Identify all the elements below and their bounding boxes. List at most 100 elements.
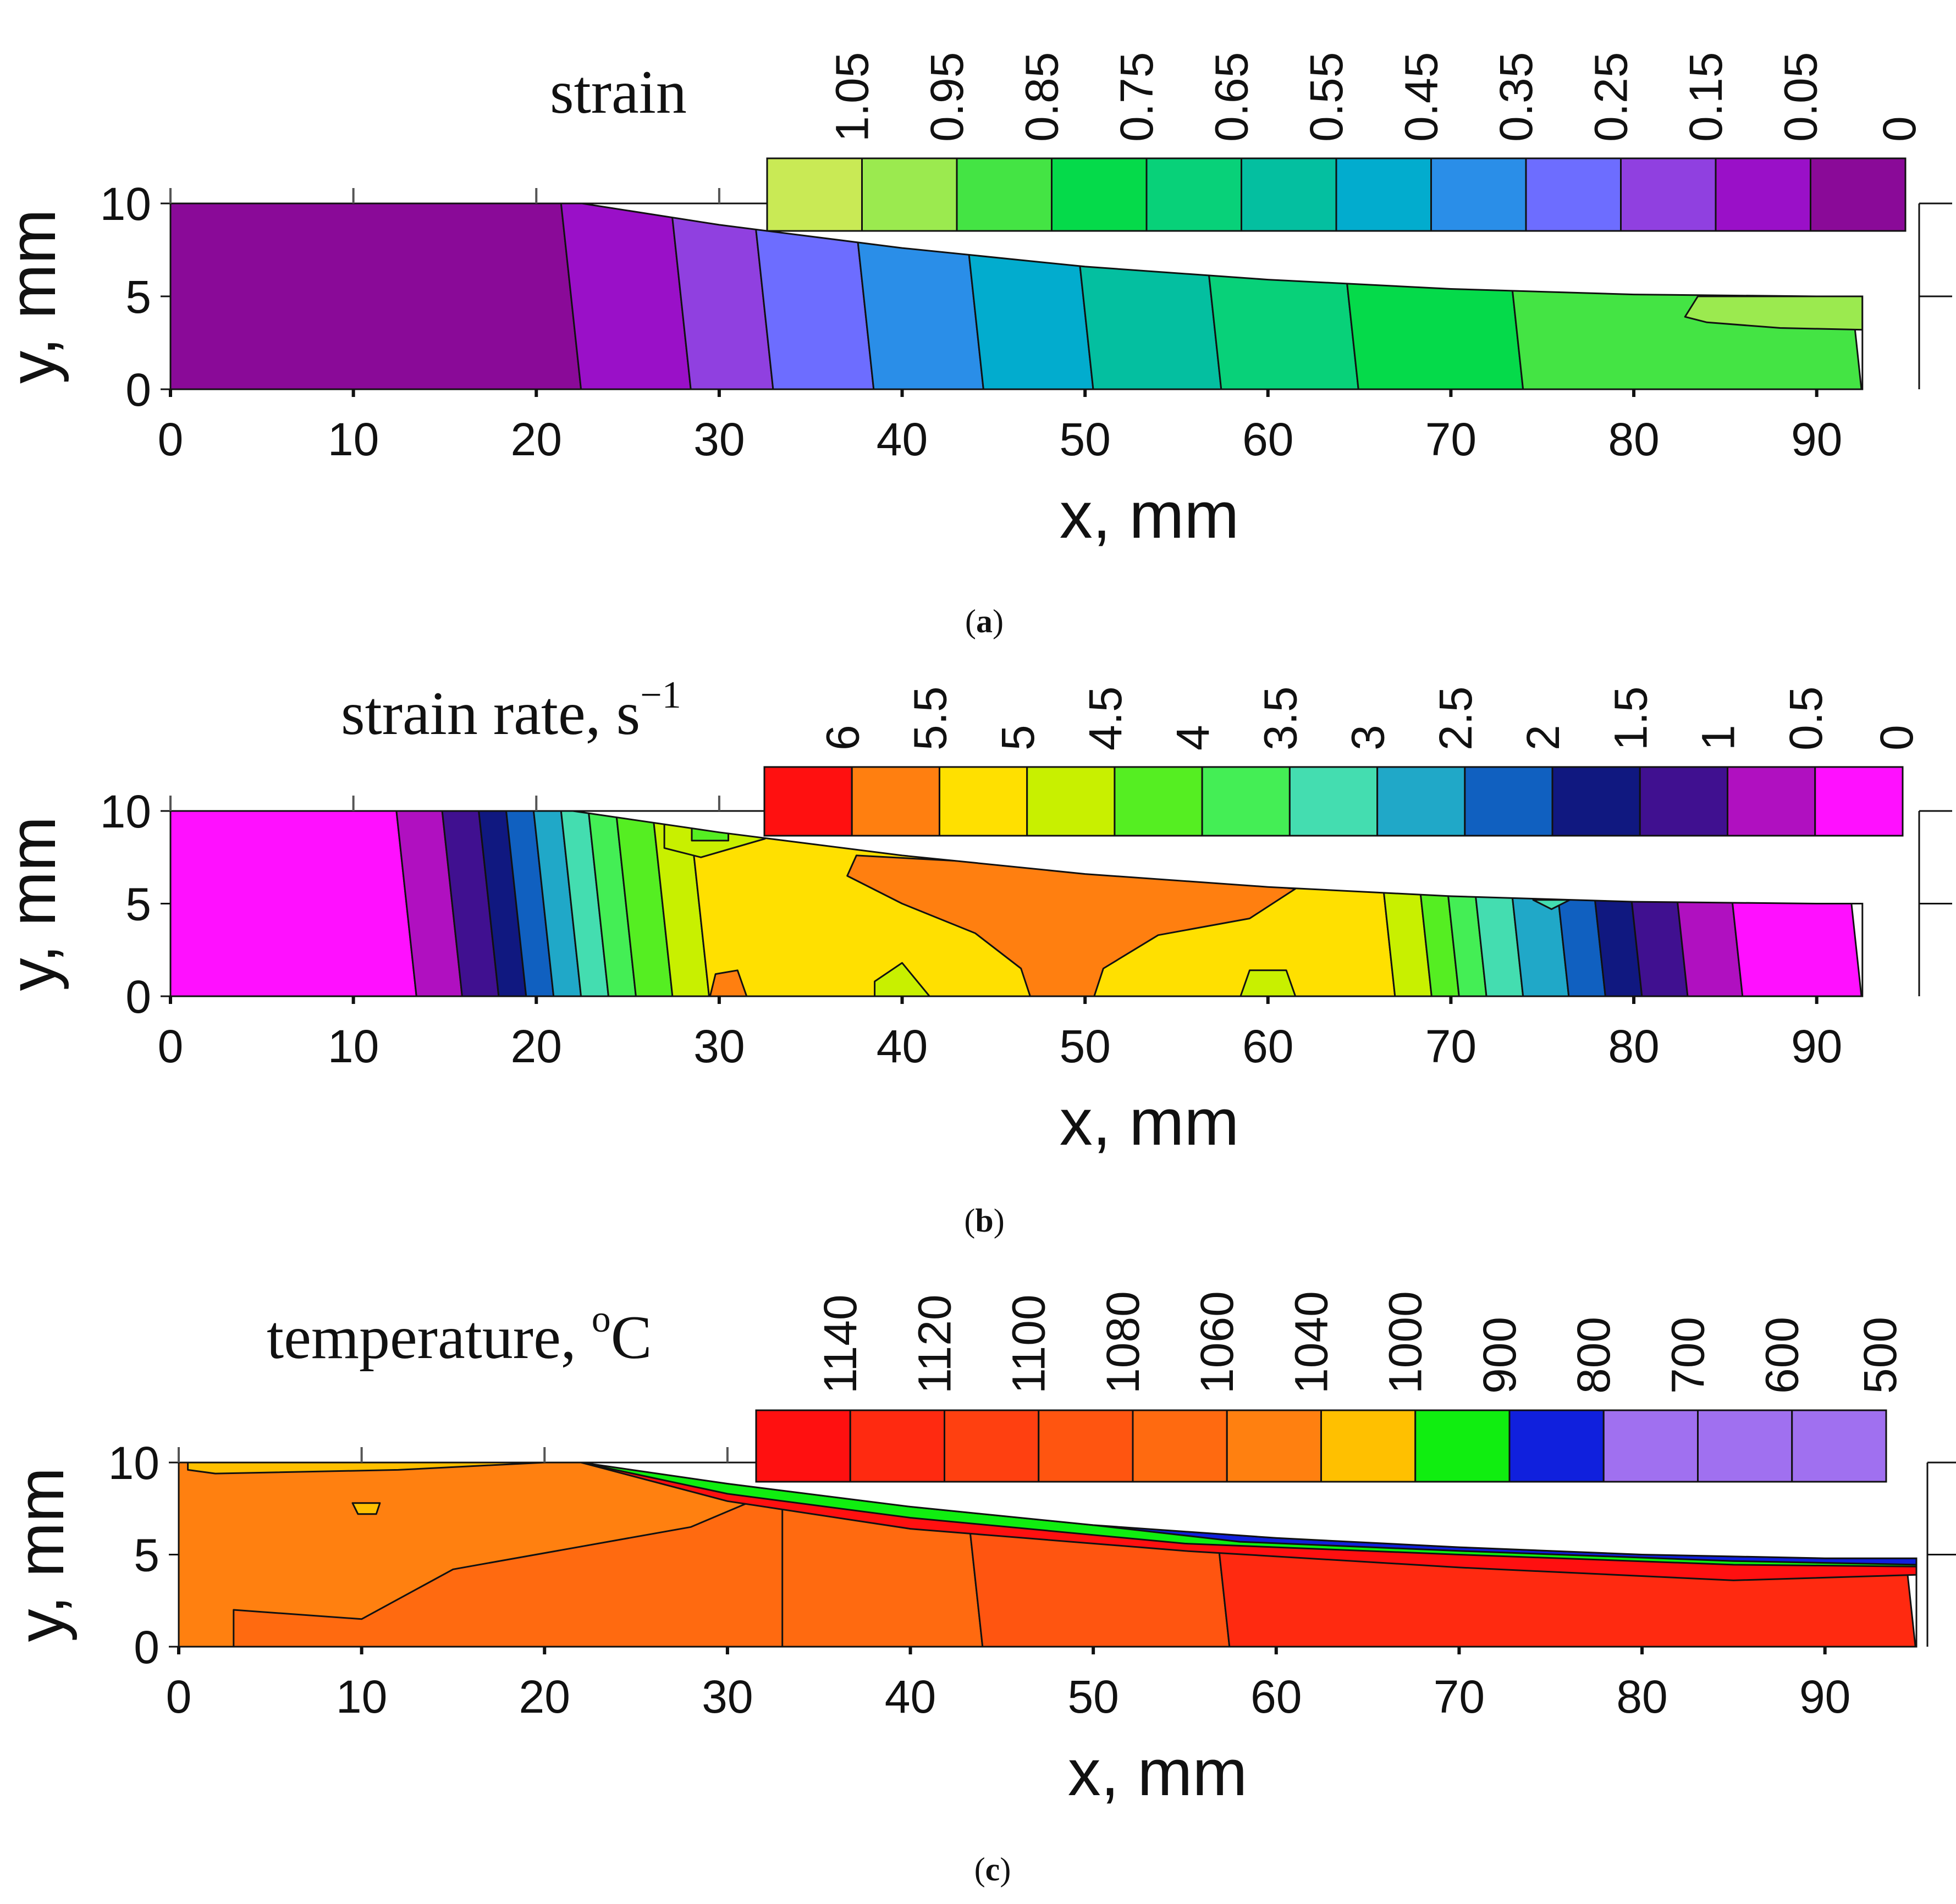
x-tick-label: 80 [1608,413,1659,465]
colorbar-label: 0.65 [1205,52,1257,142]
colorbar-swatch [956,157,1053,232]
x-tick-label: 70 [1434,1671,1485,1723]
colorbar-title: temperature, oC [267,1298,652,1372]
contour-band [531,811,583,996]
contour-band [961,1463,1232,1647]
colorbar-label: 1.05 [826,52,878,142]
contour-region [1684,295,1863,331]
contour-band [750,1463,985,1647]
contour-band [477,811,528,996]
contour-band [170,811,418,996]
colorbar-swatch [1051,157,1148,232]
colorbar-swatch [1145,157,1242,232]
contour-band [559,203,693,389]
colorbar-label: 800 [1568,1317,1619,1394]
colorbar-label: 0 [1871,725,1922,750]
colorbar-label: 0.05 [1775,52,1826,142]
contour-band [669,203,775,389]
colorbar-swatch [1376,766,1466,837]
x-tick-label: 70 [1425,1020,1476,1072]
colorbar-title-superscript: −1 [640,674,681,716]
colorbar-swatch [1715,157,1811,232]
x-tick-label: 60 [1250,1671,1302,1723]
x-tick-label: 50 [1067,1671,1118,1723]
y-axis-title: y, mm [4,1467,78,1642]
panel-caption-close: ) [994,1202,1005,1239]
colorbar-swatch [849,1409,945,1483]
contour-region [874,962,930,996]
colorbar-swatch [1288,766,1379,837]
colorbar-label: 0 [1874,116,1925,142]
panel-a: 0 5 10 0 10 20 30 40 50 60 70 80 90 x, mm y, mm 1.05 0.9… [0,52,1952,639]
colorbar-label: 1.5 [1605,686,1656,750]
x-tick-label: 30 [693,1020,745,1072]
colorbar-swatch [766,157,863,232]
contour-region [351,1502,381,1515]
contour-band [614,811,675,996]
contour-band [170,203,583,389]
colorbar-swatch [851,766,940,837]
colorbar-label: 0.15 [1680,52,1732,142]
colorbar-swatch [1414,1409,1511,1483]
colorbar-label: 6 [817,725,868,750]
colorbar-label: 0.5 [1780,686,1832,750]
y-tick-label: 5 [125,271,151,323]
panel-c: 0 5 10 0 10 20 30 40 50 60 70 80 90 x, mm y, mm 1140 112… [4,1291,1956,1888]
colorbar-swatch [861,157,958,232]
colorbar-swatch [1320,1409,1417,1483]
colorbar-swatch [1697,1409,1793,1483]
x-tick-label: 80 [1608,1020,1659,1072]
x-tick-label: 0 [158,1020,184,1072]
colorbar-swatch [1620,157,1717,232]
x-tick-label: 30 [702,1671,753,1723]
part-outline [169,810,1864,997]
x-tick-label: 0 [158,413,184,465]
contour-band [651,811,711,996]
panel-caption-close: ) [1000,1851,1011,1888]
contour-region [1239,969,1297,996]
colorbar-swatch [755,1409,851,1483]
colorbar: 1.05 0.95 0.85 0.75 0.65 0.55 0.45 0.35 0.25 0.15… [766,52,1925,232]
contour-region [187,1463,546,1475]
panel-caption-letter: a [976,603,993,639]
x-tick-label: 80 [1616,1671,1667,1723]
colorbar-label: 0.95 [921,52,973,142]
x-tick-label: 90 [1799,1671,1850,1723]
y-tick-label: 10 [100,786,151,837]
colorbar-label: 1140 [814,1294,866,1394]
colorbar-swatch [1727,766,1816,837]
colorbar-label: 2 [1517,725,1569,750]
colorbar-swatch [1791,1409,1887,1483]
contour-band [586,811,638,996]
contour-band [504,811,556,996]
colorbar-swatch [1038,1409,1134,1483]
x-tick-label: 40 [877,1020,928,1072]
colorbar-swatch [1226,1409,1322,1483]
contour-band [559,811,610,996]
panel-caption: (a) [965,603,1004,639]
colorbar-title-superscript: o [592,1298,611,1340]
contour-band [751,203,876,389]
y-tick-label: 10 [108,1437,159,1489]
colorbar-label: 700 [1662,1317,1713,1394]
x-tick-label: 90 [1791,413,1842,465]
colorbar-label: 3 [1342,725,1394,750]
colorbar-label: 1060 [1191,1291,1243,1394]
y-axis-title: y, mm [0,816,69,991]
colorbar-swatch [1464,766,1553,837]
x-tick-label: 90 [1791,1020,1842,1072]
colorbar-swatch [1602,1409,1699,1483]
part-outline [169,202,1864,390]
colorbar-swatch [1132,1409,1228,1483]
colorbar-label: 3.5 [1254,686,1306,750]
colorbar-swatch [1335,157,1432,232]
colorbar-title: strain [550,58,687,126]
colorbar-swatch [763,766,853,837]
colorbar-label: 2.5 [1430,686,1481,750]
colorbar-label: 1080 [1097,1291,1149,1394]
colorbar-swatch [1551,766,1641,837]
panel-caption: (c) [974,1851,1011,1888]
y-tick-label: 10 [100,178,151,230]
